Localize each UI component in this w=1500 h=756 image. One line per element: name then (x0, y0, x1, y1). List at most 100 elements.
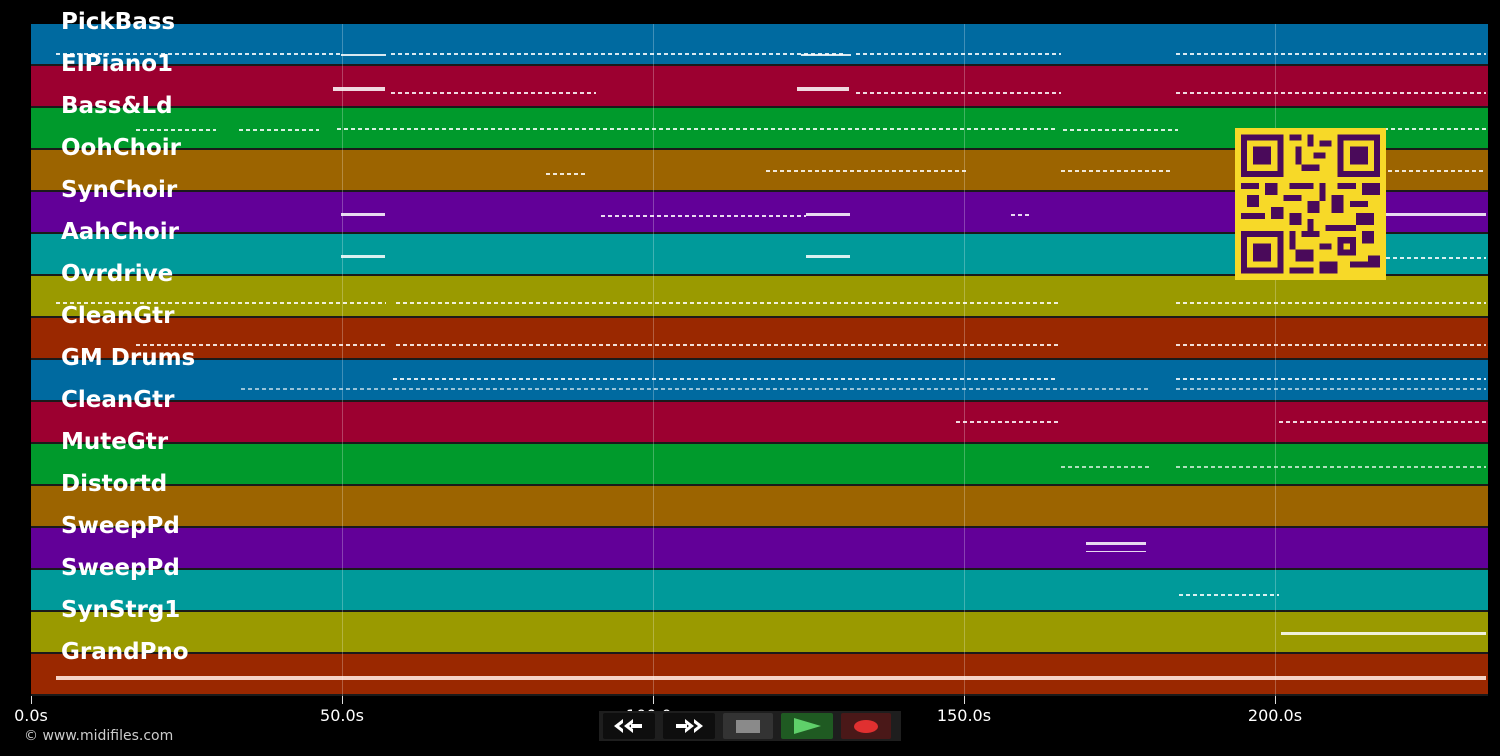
notes (1281, 632, 1486, 635)
axis-tick (31, 696, 32, 704)
notes (956, 421, 1061, 423)
notes (1061, 170, 1171, 172)
qr-code (1235, 128, 1386, 280)
notes (856, 92, 1061, 94)
notes (1176, 466, 1486, 468)
notes (1086, 551, 1146, 552)
track-label: CleanGtr (61, 303, 175, 329)
axis-tick (1275, 696, 1276, 704)
track-label: AahChoir (61, 219, 179, 245)
notes (56, 302, 386, 304)
axis-tick (964, 696, 965, 704)
notes (1086, 542, 1146, 545)
play-icon (794, 718, 821, 734)
track-lane (31, 570, 1488, 612)
axis-tick-label: 0.0s (14, 706, 48, 725)
axis-tick-label: 200.0s (1247, 706, 1303, 725)
track-lane (31, 654, 1488, 696)
track-label: SynStrg1 (61, 597, 181, 623)
axis-tick-label: 50.0s (320, 706, 364, 725)
track-label: CleanGtr (61, 387, 175, 413)
notes (1176, 388, 1486, 390)
notes (337, 128, 1057, 130)
notes (56, 53, 341, 55)
axis-tick (653, 696, 654, 704)
notes (856, 53, 1061, 55)
notes (1176, 344, 1486, 346)
notes (341, 54, 386, 56)
notes (391, 92, 596, 94)
notes (241, 388, 1151, 390)
notes (1386, 213, 1486, 216)
stop-button[interactable] (723, 713, 773, 739)
notes (391, 53, 846, 55)
track-lane (31, 24, 1488, 66)
notes (136, 129, 216, 131)
record-button[interactable] (841, 713, 891, 739)
notes (1279, 421, 1486, 423)
notes (801, 54, 851, 56)
track-label: Ovrdrive (61, 261, 174, 287)
notes (333, 87, 385, 91)
notes (1063, 129, 1178, 131)
track-label: PickBass (61, 9, 176, 35)
track-lane (31, 444, 1488, 486)
notes (56, 676, 1486, 680)
notes (546, 173, 586, 175)
track-label: OohChoir (61, 135, 182, 161)
fast-forward-icon (676, 719, 703, 733)
notes (806, 213, 850, 216)
gridline (1275, 24, 1276, 696)
axis-tick (342, 696, 343, 704)
track-lane (31, 276, 1488, 318)
track-label: Bass&Ld (61, 93, 173, 119)
gridline (653, 24, 654, 696)
notes (136, 344, 386, 346)
track-label: SweepPd (61, 555, 180, 581)
notes (601, 215, 806, 217)
notes (1176, 53, 1486, 55)
track-lane (31, 486, 1488, 528)
track-label: GrandPno (61, 639, 189, 665)
notes (1011, 214, 1031, 216)
track-lane (31, 318, 1488, 360)
track-lane (31, 402, 1488, 444)
rewind-button[interactable] (603, 713, 655, 739)
piano-roll-plot (31, 24, 1488, 696)
notes (1176, 92, 1486, 94)
play-button[interactable] (781, 713, 833, 739)
notes (1176, 302, 1486, 304)
rewind-icon (614, 719, 642, 733)
notes (797, 87, 849, 91)
track-label: GM Drums (61, 345, 196, 371)
axis-tick-label: 150.0s (936, 706, 992, 725)
notes (1381, 170, 1486, 172)
notes (341, 255, 385, 258)
gridline (964, 24, 965, 696)
notes (1179, 594, 1279, 596)
track-label: SweepPd (61, 513, 180, 539)
notes (396, 344, 1061, 346)
record-icon (854, 719, 878, 733)
track-lane (31, 360, 1488, 402)
notes (341, 213, 385, 216)
track-label: ElPiano1 (61, 51, 174, 77)
track-label: Distortd (61, 471, 168, 497)
notes (766, 170, 966, 172)
track-label: MuteGtr (61, 429, 169, 455)
fast-forward-button[interactable] (663, 713, 715, 739)
stop-icon (736, 719, 760, 733)
transport-bar (599, 711, 901, 741)
track-lane (31, 528, 1488, 570)
copyright-text: © www.midifiles.com (24, 728, 174, 744)
notes (1176, 378, 1486, 380)
notes (396, 302, 1061, 304)
notes (806, 255, 850, 258)
track-lane (31, 66, 1488, 108)
notes (1061, 466, 1151, 468)
notes (239, 129, 319, 131)
notes (1356, 128, 1486, 130)
track-lane (31, 612, 1488, 654)
gridline (342, 24, 343, 696)
notes (393, 378, 1058, 380)
